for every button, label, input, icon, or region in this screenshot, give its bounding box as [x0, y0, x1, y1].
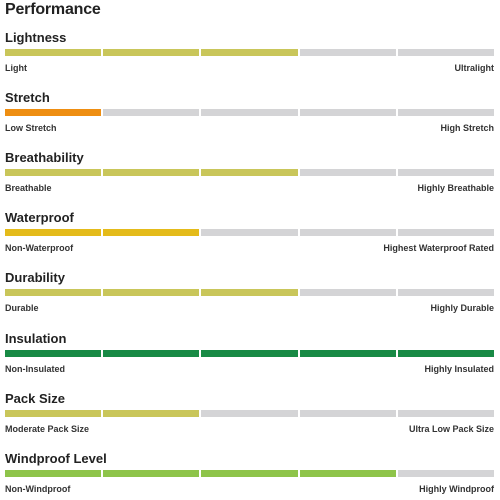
low-end-label: Durable	[5, 303, 39, 313]
rating-segment-empty	[201, 410, 298, 417]
rating-segment-filled	[201, 49, 298, 56]
low-end-label: Moderate Pack Size	[5, 424, 90, 434]
metric-lightness: Lightness Light Ultralight	[5, 30, 495, 78]
low-end-label: Non-Windproof	[5, 484, 71, 494]
metric-breathability: Breathability Breathable Highly Breathab…	[5, 150, 495, 198]
rating-segment-empty	[201, 109, 298, 116]
rating-segment-filled	[103, 350, 200, 357]
rating-segment-filled	[103, 229, 200, 236]
low-end-label: Breathable	[5, 183, 52, 193]
high-end-label: Highly Insulated	[424, 364, 494, 374]
rating-segment-filled	[5, 410, 102, 417]
high-end-label: Highly Durable	[430, 303, 494, 313]
rating-segment-filled	[103, 470, 200, 477]
metric-name: Breathability	[5, 150, 84, 165]
rating-segment-filled	[5, 470, 102, 477]
low-end-label: Non-Insulated	[5, 364, 65, 374]
rating-bar	[5, 49, 495, 56]
rating-segment-empty	[299, 229, 396, 236]
high-end-label: High Stretch	[440, 123, 494, 133]
rating-segment-filled	[201, 470, 298, 477]
metric-name: Durability	[5, 270, 65, 285]
rating-segment-empty	[299, 289, 396, 296]
rating-segment-filled	[5, 350, 102, 357]
high-end-label: Ultra Low Pack Size	[408, 424, 494, 434]
rating-segment-filled	[201, 289, 298, 296]
rating-bar	[5, 410, 495, 417]
rating-segment-empty	[397, 49, 495, 56]
metric-name: Waterproof	[5, 210, 74, 225]
metric-pack-size: Pack Size Moderate Pack Size Ultra Low P…	[5, 391, 495, 439]
rating-segment-filled	[103, 410, 200, 417]
rating-segment-empty	[397, 229, 495, 236]
rating-segment-empty	[397, 470, 495, 477]
rating-segment-empty	[299, 109, 396, 116]
rating-segment-empty	[397, 289, 495, 296]
metric-name: Windproof Level	[5, 451, 107, 466]
high-end-label: Highly Windproof	[419, 484, 494, 494]
rating-segment-filled	[5, 49, 102, 56]
rating-segment-empty	[397, 410, 495, 417]
rating-segment-empty	[103, 109, 200, 116]
rating-segment-filled	[5, 169, 102, 176]
rating-segment-filled	[201, 169, 298, 176]
rating-segment-filled	[299, 470, 396, 477]
rating-bar	[5, 289, 495, 296]
metric-name: Insulation	[5, 331, 67, 346]
low-end-label: Non-Waterproof	[5, 243, 74, 253]
rating-bar	[5, 109, 495, 116]
rating-segment-filled	[103, 169, 200, 176]
metric-name: Stretch	[5, 90, 50, 105]
rating-segment-filled	[5, 289, 102, 296]
rating-segment-empty	[299, 169, 396, 176]
rating-segment-empty	[397, 109, 495, 116]
metric-insulation: Insulation Non-Insulated Highly Insulate…	[5, 331, 495, 379]
metric-stretch: Stretch Low Stretch High Stretch	[5, 90, 495, 138]
rating-segment-filled	[201, 350, 298, 357]
rating-segment-empty	[299, 49, 396, 56]
rating-segment-filled	[103, 49, 200, 56]
low-end-label: Light	[5, 63, 27, 73]
rating-bar	[5, 169, 495, 176]
metric-name: Pack Size	[5, 391, 65, 406]
metric-windproof-level: Windproof Level Non-Windproof Highly Win…	[5, 451, 495, 499]
high-end-label: Highly Breathable	[417, 183, 494, 193]
rating-segment-filled	[397, 350, 495, 357]
metric-waterproof: Waterproof Non-Waterproof Highest Waterp…	[5, 210, 495, 258]
low-end-label: Low Stretch	[5, 123, 57, 133]
rating-bar	[5, 229, 495, 236]
high-end-label: Highest Waterproof Rated	[383, 243, 494, 253]
rating-segment-empty	[397, 169, 495, 176]
rating-segment-filled	[103, 289, 200, 296]
rating-segment-empty	[299, 410, 396, 417]
rating-bar	[5, 350, 495, 357]
rating-bar	[5, 470, 495, 477]
rating-segment-filled	[299, 350, 396, 357]
panel-title: Performance	[5, 1, 101, 18]
rating-segment-filled	[5, 109, 102, 116]
high-end-label: Ultralight	[454, 63, 495, 73]
rating-segment-filled	[5, 229, 102, 236]
metric-durability: Durability Durable Highly Durable	[5, 270, 495, 318]
rating-segment-empty	[201, 229, 298, 236]
metric-name: Lightness	[5, 30, 67, 45]
